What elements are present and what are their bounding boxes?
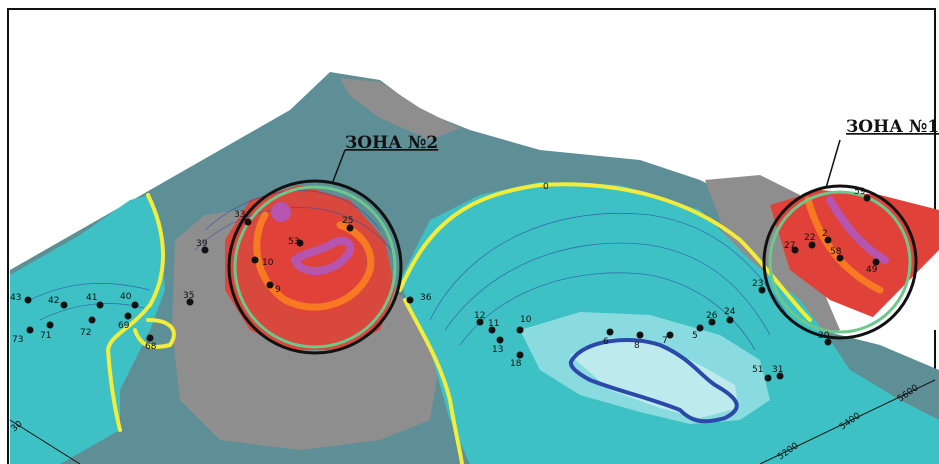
well-label: 35 bbox=[183, 291, 194, 301]
well-marker: 12 bbox=[474, 311, 485, 326]
well-marker: 33 bbox=[234, 210, 252, 226]
well-label: 27 bbox=[784, 241, 795, 251]
well-marker: 68 bbox=[145, 334, 157, 352]
well-label: 8 bbox=[634, 341, 640, 351]
well-label: 26 bbox=[706, 311, 718, 321]
well-label: 33 bbox=[234, 210, 245, 220]
well-label: 39 bbox=[196, 239, 208, 249]
well-label: 23 bbox=[752, 279, 763, 289]
well-marker: 24 bbox=[724, 307, 736, 324]
well-marker: 18 bbox=[510, 351, 524, 369]
zero-contour-label: 0 bbox=[543, 182, 549, 192]
well-label: 53 bbox=[288, 237, 299, 247]
well-marker: 58 bbox=[830, 247, 844, 262]
well-label: 41 bbox=[86, 293, 97, 303]
well-label: 36 bbox=[420, 293, 432, 303]
well-label: 7 bbox=[662, 336, 668, 346]
well-marker: 27 bbox=[784, 241, 799, 254]
well-label: 58 bbox=[830, 247, 842, 257]
well-marker: 35 bbox=[183, 291, 194, 306]
well-marker: 72 bbox=[80, 316, 96, 338]
well-label: 30 bbox=[818, 331, 830, 341]
well-label: 2 bbox=[822, 229, 828, 239]
well-marker: 6 bbox=[603, 328, 614, 347]
purple-contour-zone-2 bbox=[291, 236, 355, 275]
well-marker: 30 bbox=[818, 331, 832, 346]
well-marker: 7 bbox=[662, 331, 674, 346]
well-marker: 51 bbox=[752, 365, 772, 382]
well-label: 24 bbox=[724, 307, 736, 317]
well-label: 71 bbox=[40, 331, 51, 341]
well-label: 49 bbox=[866, 265, 878, 275]
zone-1-circle bbox=[762, 184, 918, 340]
well-marker: 5 bbox=[692, 324, 704, 341]
zone-2-label: ЗОНА №2 bbox=[345, 133, 438, 153]
well-marker: 59 bbox=[854, 187, 871, 202]
well-marker: 71 bbox=[40, 321, 54, 341]
well-label: 18 bbox=[510, 359, 522, 369]
well-marker: 41 bbox=[86, 293, 104, 309]
well-marker: 40 bbox=[120, 292, 139, 309]
depression-inner bbox=[570, 338, 738, 418]
well-marker: 10 bbox=[516, 315, 532, 334]
well-marker: 22 bbox=[804, 233, 816, 249]
well-marker: 43 bbox=[10, 293, 32, 304]
well-label: 31 bbox=[772, 365, 783, 375]
well-label: 25 bbox=[342, 216, 353, 226]
well-marker: 23 bbox=[752, 279, 766, 294]
well-marker: 2 bbox=[822, 229, 832, 244]
well-label: 5 bbox=[692, 331, 698, 341]
well-label: 69 bbox=[118, 321, 130, 331]
grey-zone-top bbox=[340, 78, 460, 140]
well-marker: 31 bbox=[772, 365, 784, 380]
well-marker: 53 bbox=[288, 237, 304, 247]
zone-2-circle bbox=[227, 179, 403, 355]
well-marker: 25 bbox=[342, 216, 354, 232]
wells: 43 42 41 40 73 71 72 69 68 35 39 33 25 5… bbox=[10, 187, 880, 382]
orange-contour-zone-1 bbox=[804, 196, 884, 294]
well-marker: 69 bbox=[118, 312, 132, 331]
grey-zone-right bbox=[705, 175, 840, 340]
well-marker: 26 bbox=[706, 311, 718, 326]
well-marker: 39 bbox=[196, 239, 209, 254]
well-marker: 10 bbox=[251, 256, 274, 268]
well-label: 72 bbox=[80, 328, 91, 338]
well-marker: 73 bbox=[12, 326, 34, 345]
well-marker: 42 bbox=[48, 296, 68, 309]
well-label: 42 bbox=[48, 296, 59, 306]
well-label: 43 bbox=[10, 293, 21, 303]
well-marker: 49 bbox=[866, 258, 880, 275]
purple-contour-zone-1 bbox=[826, 196, 889, 264]
orange-contour-zone-2 bbox=[253, 211, 375, 311]
zone-1-leader bbox=[825, 139, 841, 189]
well-label: 68 bbox=[145, 342, 157, 352]
well-label: 10 bbox=[262, 258, 274, 268]
well-label: 13 bbox=[492, 345, 503, 355]
well-label: 22 bbox=[804, 233, 815, 243]
well-marker: 11 bbox=[488, 319, 499, 334]
well-marker: 9 bbox=[266, 281, 281, 295]
well-label: 10 bbox=[520, 315, 532, 325]
well-label: 51 bbox=[752, 365, 763, 375]
well-label: 73 bbox=[12, 335, 23, 345]
well-label: 9 bbox=[275, 285, 281, 295]
well-label: 59 bbox=[854, 187, 866, 197]
well-label: 11 bbox=[488, 319, 499, 329]
well-marker: 13 bbox=[492, 336, 504, 355]
well-marker: 36 bbox=[406, 293, 432, 304]
cyan-area-left bbox=[10, 195, 165, 464]
high-red-core-zone-2 bbox=[255, 205, 365, 315]
purple-spot-zone-2 bbox=[271, 202, 291, 222]
blue-contour-depression bbox=[569, 338, 739, 424]
well-label: 40 bbox=[120, 292, 132, 302]
well-label: 6 bbox=[603, 337, 609, 347]
well-label: 12 bbox=[474, 311, 485, 321]
well-marker: 8 bbox=[634, 331, 644, 351]
zone-2-leader bbox=[331, 149, 346, 185]
zone-1-label: ЗОНА №1 bbox=[846, 117, 939, 137]
